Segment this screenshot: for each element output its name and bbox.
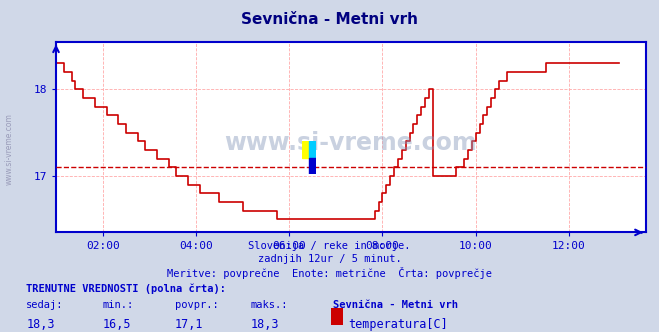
Text: TRENUTNE VREDNOSTI (polna črta):: TRENUTNE VREDNOSTI (polna črta): xyxy=(26,284,226,294)
Text: Slovenija / reke in morje.: Slovenija / reke in morje. xyxy=(248,241,411,251)
Text: www.si-vreme.com: www.si-vreme.com xyxy=(225,131,477,155)
Text: 18,3: 18,3 xyxy=(250,318,279,331)
Text: Sevnična - Metni vrh: Sevnična - Metni vrh xyxy=(241,12,418,27)
Text: temperatura[C]: temperatura[C] xyxy=(348,318,447,331)
Text: min.:: min.: xyxy=(102,300,133,310)
Text: Meritve: povprečne  Enote: metrične  Črta: povprečje: Meritve: povprečne Enote: metrične Črta:… xyxy=(167,267,492,279)
Text: 18,3: 18,3 xyxy=(26,318,55,331)
Text: Sevnična - Metni vrh: Sevnična - Metni vrh xyxy=(333,300,458,310)
Text: sedaj:: sedaj: xyxy=(26,300,64,310)
Bar xyxy=(309,141,316,158)
Text: www.si-vreme.com: www.si-vreme.com xyxy=(5,114,14,185)
Text: 16,5: 16,5 xyxy=(102,318,130,331)
Bar xyxy=(309,158,316,174)
Text: povpr.:: povpr.: xyxy=(175,300,218,310)
Text: maks.:: maks.: xyxy=(250,300,288,310)
Text: 17,1: 17,1 xyxy=(175,318,203,331)
Text: zadnjih 12ur / 5 minut.: zadnjih 12ur / 5 minut. xyxy=(258,254,401,264)
Bar xyxy=(302,141,309,158)
